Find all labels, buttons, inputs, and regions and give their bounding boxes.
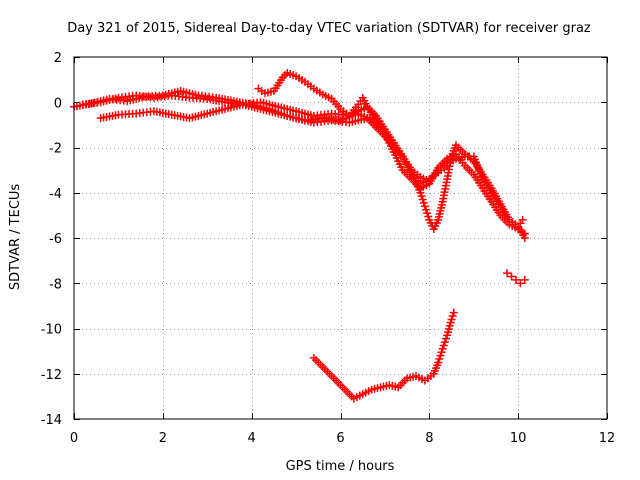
- data-points: [70, 68, 529, 403]
- y-tick-label: -8: [49, 277, 62, 292]
- y-tick-label: -10: [41, 323, 62, 338]
- x-tick-label: 12: [599, 431, 616, 446]
- x-tick-label: 6: [336, 431, 344, 446]
- y-tick-labels: 2 0 -2 -4 -6 -8 -10 -12 -14: [41, 51, 62, 428]
- x-tick-label: 8: [425, 431, 433, 446]
- y-tick-label: -6: [49, 232, 62, 247]
- y-tick-label: -14: [41, 413, 62, 428]
- y-tick-label: 0: [54, 96, 62, 111]
- data-point: [511, 275, 520, 284]
- y-tick-label: -2: [49, 142, 62, 157]
- data-point: [520, 234, 529, 242]
- x-tick-label: 2: [159, 431, 167, 446]
- series-trace-d: [254, 68, 527, 233]
- data-point: [518, 215, 527, 224]
- series-trace-e: [309, 308, 458, 403]
- series-trace-f: [503, 269, 529, 288]
- x-tick-label: 0: [70, 431, 78, 446]
- x-tick-label: 10: [510, 431, 527, 446]
- plot-frame: [73, 56, 608, 420]
- data-point: [516, 279, 525, 288]
- y-tick-label: -12: [41, 368, 62, 383]
- series-trace-b: [96, 98, 529, 242]
- chart-title: Day 321 of 2015, Sidereal Day-to-day VTE…: [67, 21, 591, 36]
- x-axis-label: GPS time / hours: [286, 459, 395, 474]
- x-tick-label: 4: [248, 431, 256, 446]
- data-point: [449, 308, 458, 317]
- y-axis-label: SDTVAR / TECUs: [8, 184, 23, 291]
- y-tick-label: 2: [54, 51, 62, 66]
- y-tick-label: -4: [49, 187, 62, 202]
- data-point: [520, 275, 529, 284]
- x-tick-labels: 0 2 4 6 8 10 12: [70, 431, 615, 446]
- data-point: [507, 272, 516, 281]
- data-point: [503, 269, 512, 278]
